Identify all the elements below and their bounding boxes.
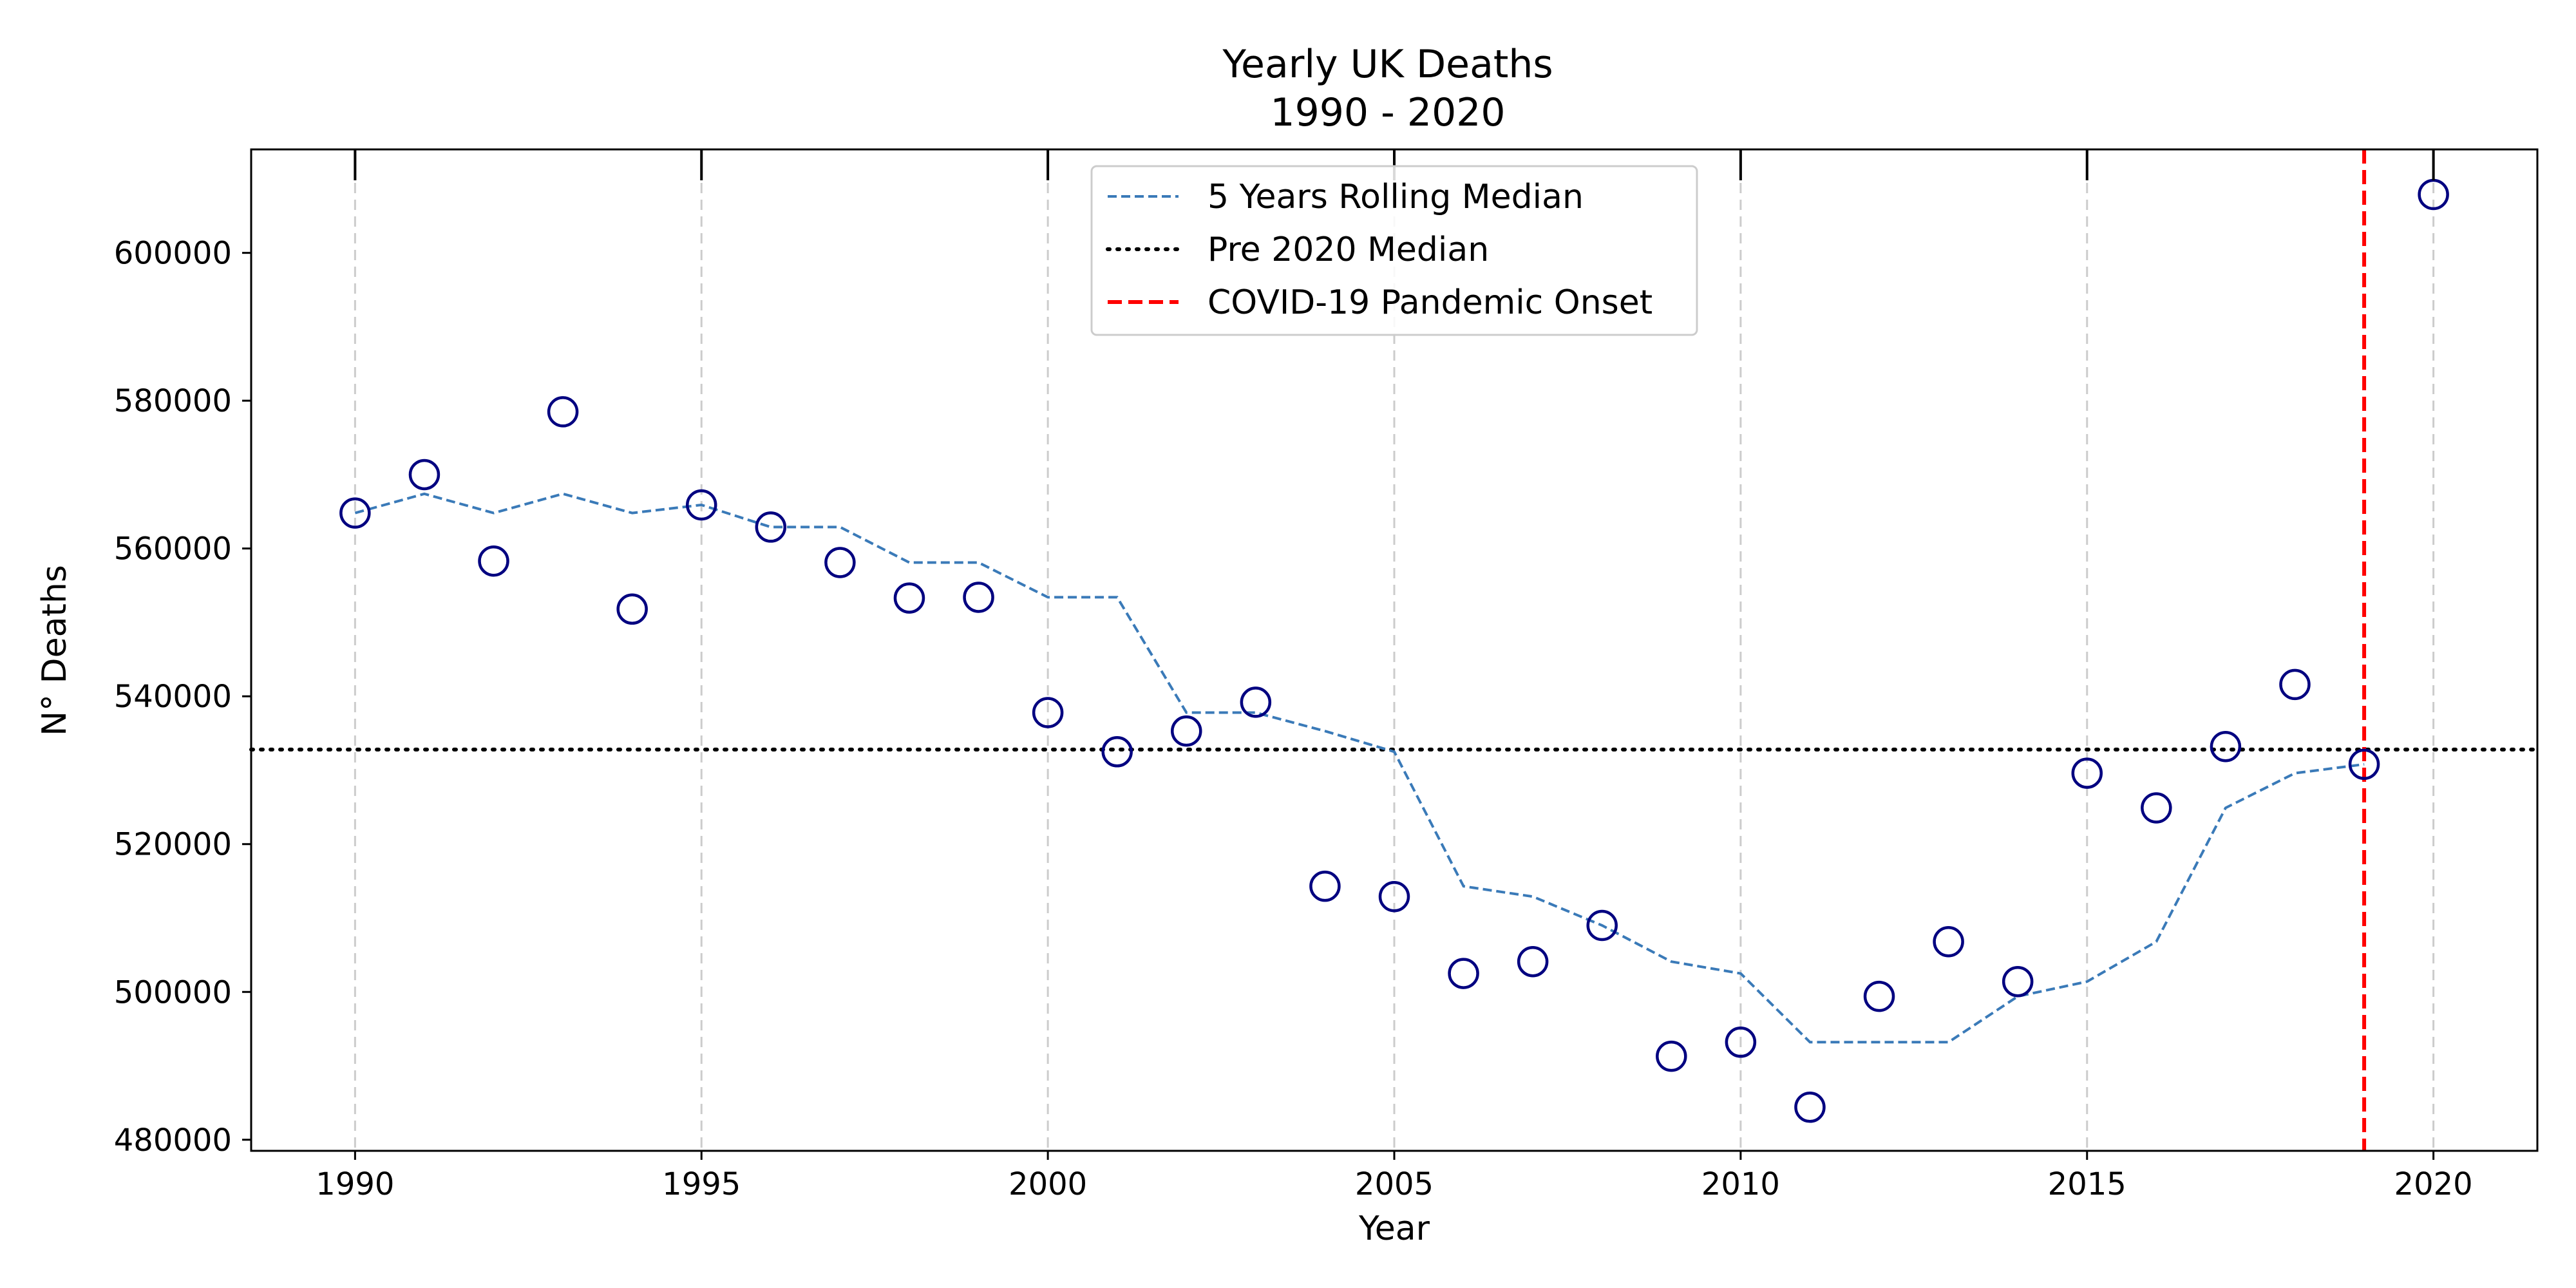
y-axis-label: N° Deaths: [35, 565, 74, 736]
x-tick-label: 1995: [662, 1166, 741, 1202]
x-axis-label: Year: [1358, 1209, 1430, 1248]
data-point: [2418, 178, 2449, 211]
y-tick-label: 480000: [114, 1122, 232, 1159]
data-point: [1656, 1040, 1687, 1072]
data-point: [1933, 925, 1964, 958]
data-point: [339, 497, 371, 529]
data-point: [1378, 880, 1410, 913]
x-tick-label: 2020: [2394, 1166, 2473, 1202]
data-point: [1863, 980, 1895, 1012]
legend: 5 Years Rolling Median Pre 2020 Median C…: [1090, 165, 1698, 336]
data-point: [478, 545, 509, 577]
legend-label-pre-2020-median: Pre 2020 Median: [1208, 231, 1489, 269]
data-point: [1794, 1092, 1826, 1123]
data-point: [824, 547, 856, 578]
legend-frame: [1090, 165, 1698, 336]
data-point: [616, 593, 648, 625]
y-tick-label: 560000: [114, 531, 232, 567]
data-point: [1101, 736, 1133, 768]
data-point: [408, 459, 440, 491]
data-point: [547, 396, 579, 428]
data-point: [1725, 1027, 1757, 1058]
data-point: [1309, 870, 1341, 902]
deaths-scatter-series: [339, 178, 2449, 1123]
data-point: [2348, 748, 2380, 781]
data-point: [1240, 687, 1272, 718]
data-point: [1448, 958, 1479, 989]
x-tick-label: 2000: [1009, 1166, 1087, 1202]
y-tick-label: 500000: [114, 974, 232, 1010]
x-tick-label: 2010: [1701, 1166, 1780, 1202]
legend-label-covid-onset: COVID-19 Pandemic Onset: [1208, 283, 1653, 322]
axis-ticks: 1990 1995 2000 2005 2010 2015 2020 480000 500000…: [114, 149, 2473, 1202]
chart-title: Yearly UK Deaths: [1222, 42, 1553, 87]
x-tick-label: 2005: [1355, 1166, 1434, 1202]
data-point: [2210, 731, 2242, 762]
reference-lines: [249, 149, 2539, 1151]
data-point: [1171, 715, 1202, 747]
data-point: [2071, 757, 2103, 789]
x-tick-label: 1990: [316, 1166, 394, 1202]
y-tick-label: 520000: [114, 827, 232, 863]
data-point: [755, 511, 787, 543]
data-point: [2002, 965, 2034, 998]
data-point: [1032, 697, 1064, 728]
data-point: [685, 489, 717, 521]
legend-label-rolling-median: 5 Years Rolling Median: [1208, 178, 1584, 216]
data-point: [2279, 668, 2311, 701]
y-tick-label: 600000: [114, 236, 232, 272]
y-tick-label: 540000: [114, 679, 232, 715]
rolling-median-line: [354, 492, 2365, 1044]
data-point: [893, 582, 925, 614]
y-tick-label: 580000: [114, 383, 232, 419]
data-point: [1517, 945, 1549, 978]
data-point: [963, 582, 994, 613]
rolling-median-series: [354, 492, 2365, 1044]
data-point: [2141, 792, 2172, 824]
chart-subtitle: 1990 - 2020: [1270, 90, 1505, 135]
x-tick-label: 2015: [2048, 1166, 2126, 1202]
data-point: [1586, 909, 1618, 942]
